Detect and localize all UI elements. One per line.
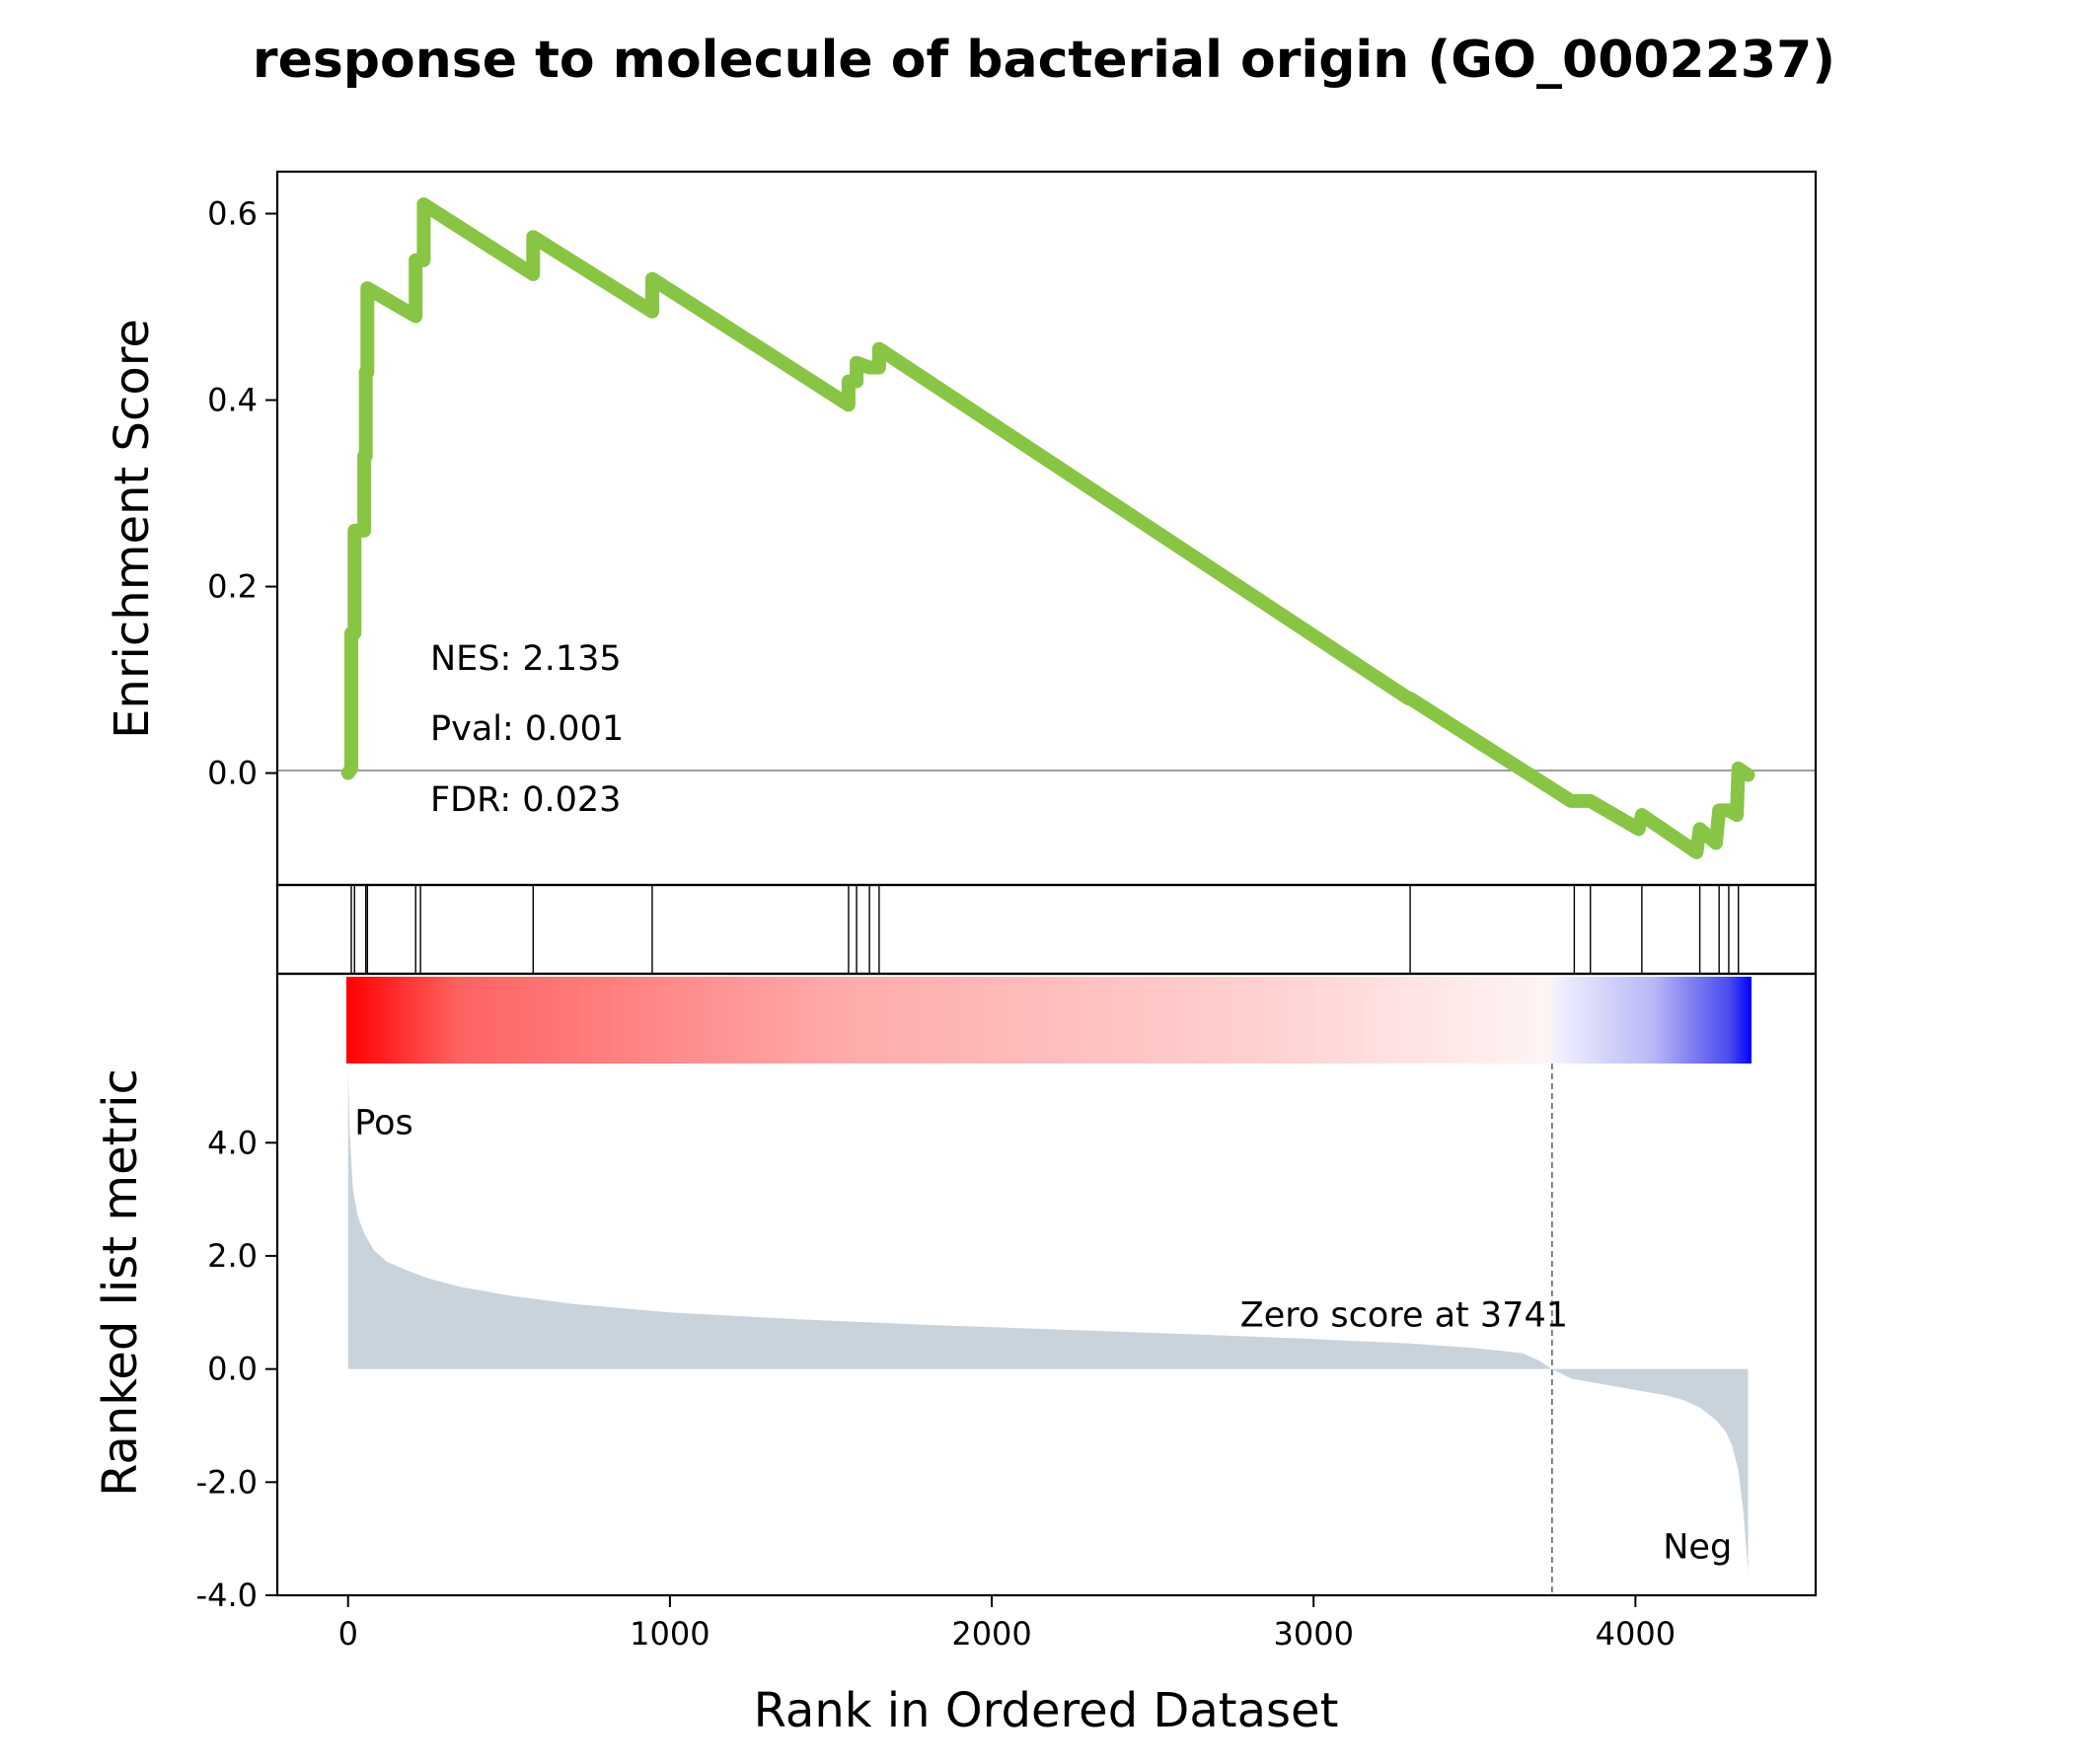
rank-y-ticks: -4.0 -2.0 0.0 2.0 4.0 xyxy=(196,1124,277,1614)
rank-ytick-label: -2.0 xyxy=(196,1463,258,1501)
es-panel-frame xyxy=(275,170,1818,887)
rank-ylabel: Ranked list metric xyxy=(93,1068,148,1497)
chart-title: response to molecule of bacterial origin… xyxy=(253,31,1835,90)
rank-x-ticks: 0 1000 2000 3000 4000 xyxy=(338,1595,1676,1653)
fdr-text: FDR: 0.023 xyxy=(430,780,621,820)
rank-ytick-label: 4.0 xyxy=(207,1124,258,1161)
rank-panel-frame xyxy=(275,972,1818,1597)
es-ytick-label: 0.4 xyxy=(207,382,258,419)
es-ylabel: Enrichment Score xyxy=(105,319,160,739)
rank-ytick-label: 0.0 xyxy=(207,1351,258,1388)
neg-label: Neg xyxy=(1663,1528,1732,1568)
es-ytick-label: 0.6 xyxy=(207,195,258,233)
rank-xlabel: Rank in Ordered Dataset xyxy=(754,1683,1339,1738)
es-curve xyxy=(340,197,1755,859)
es-ytick-label: 0.0 xyxy=(207,755,258,792)
rank-ytick-label: 2.0 xyxy=(207,1237,258,1275)
es-ytick-label: 0.2 xyxy=(207,568,258,606)
rank-colorbar xyxy=(346,977,1752,1064)
zero-score-note: Zero score at 3741 xyxy=(1240,1296,1568,1336)
es-y-ticks: 0.0 0.2 0.4 0.6 xyxy=(207,195,277,792)
hits-panel-frame xyxy=(275,883,1818,976)
gene-hits-panel xyxy=(275,883,1818,976)
hit-lines xyxy=(350,885,1740,974)
rank-xtick-label: 1000 xyxy=(630,1615,709,1653)
pos-label: Pos xyxy=(354,1104,413,1143)
rank-xtick-label: 4000 xyxy=(1596,1615,1676,1653)
rank-xtick-label: 0 xyxy=(338,1615,358,1653)
enrichment-score-panel: 0.0 0.2 0.4 0.6 Enrichment Score NES: 2.135… xyxy=(105,170,1818,887)
pval-text: Pval: 0.001 xyxy=(430,709,624,749)
ranked-metric-panel: Zero score at 3741 Pos Neg -4.0 -2.0 0.0 2.… xyxy=(93,972,1818,1738)
nes-text: NES: 2.135 xyxy=(430,639,622,679)
rank-xtick-label: 2000 xyxy=(951,1615,1031,1653)
rank-ytick-label: -4.0 xyxy=(196,1577,258,1614)
ranked-metric-area xyxy=(347,1068,1749,1574)
rank-xtick-label: 3000 xyxy=(1273,1615,1353,1653)
